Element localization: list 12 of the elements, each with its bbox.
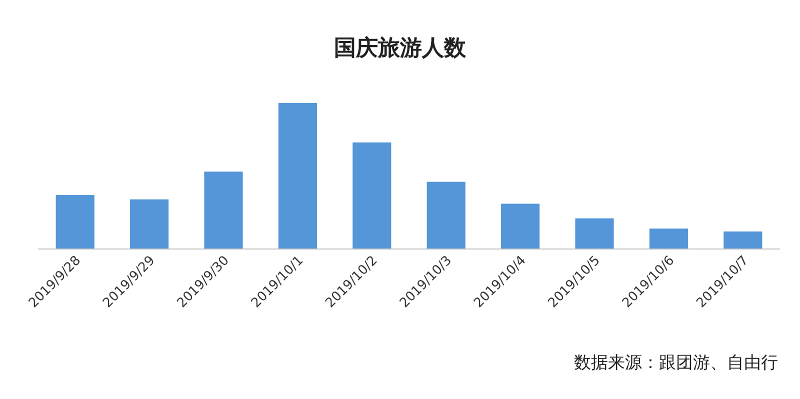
bar [649,228,688,249]
bar [426,182,466,249]
bar [575,218,614,249]
bar [724,231,762,249]
bar [56,194,94,249]
chart-title: 国庆旅游人数 [334,35,467,61]
bar [204,172,243,249]
bar [352,142,392,249]
bar [130,199,169,249]
bar [278,103,317,249]
bar [501,204,540,249]
source-note: 数据来源：跟团游、自由行 [574,353,778,373]
